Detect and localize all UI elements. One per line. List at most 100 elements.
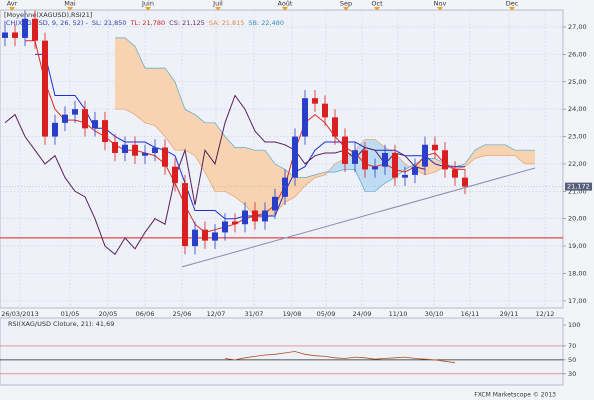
candle-body xyxy=(442,150,448,170)
candle-body xyxy=(212,232,218,241)
cloud-segment xyxy=(485,144,495,156)
month-marker xyxy=(437,7,443,11)
last-price-box xyxy=(565,182,592,191)
candle-body xyxy=(92,120,98,129)
month-marker xyxy=(9,7,15,11)
x-tick-label: 29/11 xyxy=(500,310,519,318)
candle-body xyxy=(332,117,338,137)
candle-body xyxy=(312,98,318,104)
candle-body xyxy=(62,114,68,123)
x-tick-label: 26/03/2013 xyxy=(1,310,38,318)
x-tick-label: 16/11 xyxy=(461,310,480,318)
cloud-segment xyxy=(315,172,325,178)
cloud-segment xyxy=(505,144,515,156)
cloud-segment xyxy=(125,37,135,115)
ichimoku-label-part: SA: 21,815 xyxy=(209,19,245,27)
cloud-segment xyxy=(245,147,255,216)
candle-body xyxy=(322,103,328,118)
cloud-segment xyxy=(185,109,195,156)
candle-body xyxy=(2,32,8,38)
cloud-segment xyxy=(255,150,265,219)
candle-body xyxy=(42,40,48,137)
cloud-segment xyxy=(195,114,205,173)
candle-body xyxy=(162,147,168,167)
candle-body xyxy=(372,166,378,170)
month-label: Juin xyxy=(141,0,154,8)
y-tick-label: 100 xyxy=(568,321,580,329)
y-tick-label: 27,00 xyxy=(568,23,587,31)
candle-body xyxy=(362,150,368,170)
ichimoku-label-part: CS: 21,125 xyxy=(169,19,205,27)
candle-body xyxy=(302,98,308,137)
cloud-segment xyxy=(495,144,505,156)
x-tick-label: 12/07 xyxy=(207,310,226,318)
x-tick-label: 05/09 xyxy=(317,310,336,318)
price-panel xyxy=(0,9,564,309)
month-label: Mai xyxy=(64,0,76,8)
ichimoku-label-part: SB: 22,480 xyxy=(248,19,284,27)
cloud-segment xyxy=(155,68,165,137)
x-tick-label: 01/05 xyxy=(61,310,80,318)
candle-body xyxy=(202,229,208,241)
candle-body xyxy=(402,174,408,178)
x-tick-label: 12/12 xyxy=(536,310,555,318)
candle-body xyxy=(72,109,78,115)
candle-body xyxy=(32,18,38,41)
x-tick-label: 19/08 xyxy=(283,310,302,318)
ichimoku-label-part: ICH(XAG/USD, 9, 26, 52) - xyxy=(4,19,88,27)
x-tick-label: 06/06 xyxy=(136,310,155,318)
x-tick-label: 11/10 xyxy=(389,310,408,318)
month-marker xyxy=(374,7,380,11)
cloud-segment xyxy=(175,81,185,151)
month-marker xyxy=(343,7,349,11)
month-label: Juil xyxy=(212,0,223,8)
cloud-segment xyxy=(235,147,245,206)
cloud-segment xyxy=(475,144,485,159)
month-marker xyxy=(67,7,73,11)
candle-body xyxy=(172,166,178,184)
cloud-segment xyxy=(465,150,475,167)
senkou-span-b xyxy=(115,37,535,192)
candle-body xyxy=(452,169,458,178)
candle-body xyxy=(392,152,398,178)
y-tick-label: 21,00 xyxy=(568,187,587,195)
candle-body xyxy=(382,152,388,167)
candle-body xyxy=(132,144,138,156)
cloud-segment xyxy=(135,46,145,123)
month-marker xyxy=(215,7,221,11)
ichimoku-label-part: TL: 21,780 xyxy=(130,19,166,27)
x-tick-label: 31/07 xyxy=(245,310,264,318)
x-tick-label: 30/10 xyxy=(425,310,444,318)
candle-body xyxy=(282,177,288,197)
candle-body xyxy=(422,144,428,167)
trendline xyxy=(181,167,536,268)
candle-body xyxy=(412,166,418,175)
cloud-segment xyxy=(305,174,315,186)
candle-body xyxy=(272,196,278,211)
y-tick-label: 25,00 xyxy=(568,78,587,86)
rsi-title: RSI(XAG/USD Cloture, 21): 41,69 xyxy=(8,320,114,328)
candle-body xyxy=(232,221,238,225)
candle-body xyxy=(22,18,28,38)
cloud-segment xyxy=(295,177,305,197)
footer: FXCM Marketscope © 2013 xyxy=(474,392,556,399)
candle-body xyxy=(222,221,228,233)
candle-body xyxy=(432,144,438,151)
cloud-segment xyxy=(145,68,155,126)
x-tick-label: 25/06 xyxy=(173,310,192,318)
ichimoku-label: ICH(XAG/USD, 9, 26, 52) - SL: 21,850 TL: 2… xyxy=(4,19,284,27)
candle-body xyxy=(352,150,358,164)
month-label: Nov xyxy=(434,0,447,8)
last-price-label: 21,172 xyxy=(567,183,590,191)
month-label: Avr xyxy=(7,0,18,8)
month-label: Oct xyxy=(371,0,383,8)
month-label: Sep xyxy=(340,0,352,8)
candle-body xyxy=(82,109,88,129)
y-tick-label: 20,00 xyxy=(568,215,587,223)
cloud-segment xyxy=(165,68,175,151)
candle-body xyxy=(192,229,198,247)
month-marker xyxy=(282,7,288,11)
cloud-segment xyxy=(115,37,125,110)
rsi-line xyxy=(224,351,456,364)
candle-body xyxy=(342,136,348,164)
